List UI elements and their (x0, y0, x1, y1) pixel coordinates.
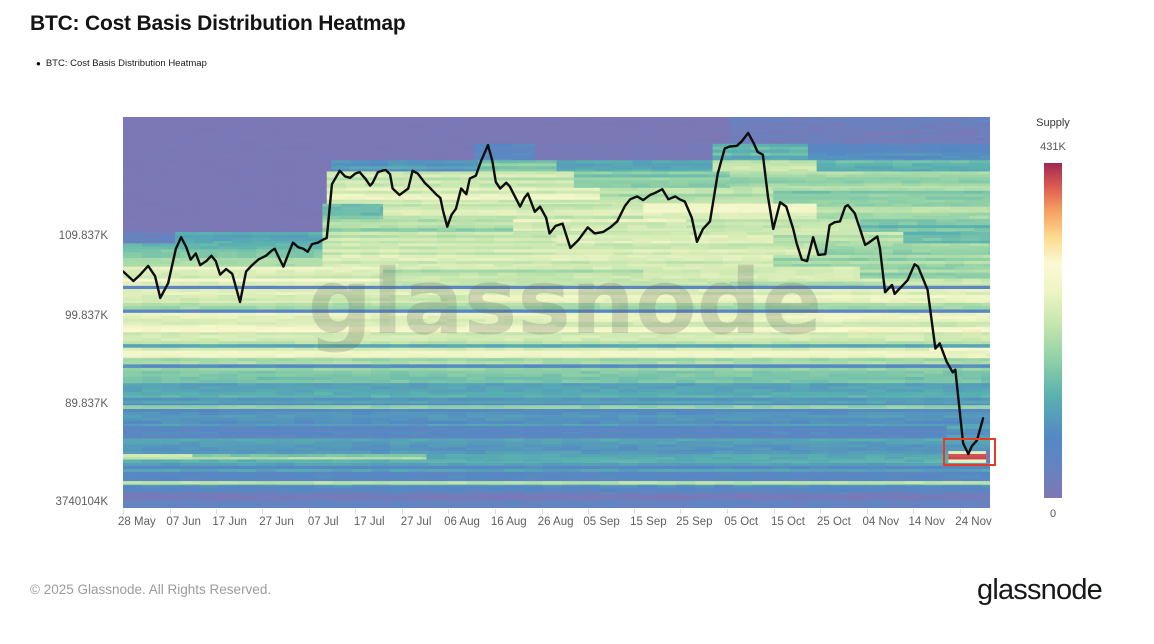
x-axis-tick (773, 509, 775, 514)
highlight-box (943, 438, 996, 466)
x-axis-tick (122, 509, 124, 514)
colorbar-gradient (1044, 163, 1062, 498)
x-axis-label: 24 Nov (955, 516, 992, 528)
x-axis-tick (262, 509, 264, 514)
x-axis-tick (959, 509, 961, 514)
x-axis-label: 05 Oct (724, 516, 759, 528)
x-axis-label: 17 Jul (353, 516, 385, 528)
colorbar-max-label: 431K (1040, 141, 1066, 153)
x-axis-label: 15 Sep (630, 516, 667, 528)
x-axis-tick (634, 509, 636, 514)
x-axis-label: 07 Jul (307, 516, 339, 528)
y-axis-label: 89.837K (65, 397, 108, 410)
x-axis-label: 25 Oct (816, 516, 851, 528)
y-axis-label: 109.837K (58, 229, 108, 242)
x-axis-tick (169, 509, 171, 514)
colorbar-min-label: 0 (1049, 508, 1057, 520)
x-axis-label: 17 Jun (212, 516, 247, 528)
x-axis-label: 07 Jun (166, 516, 201, 528)
x-axis-tick (402, 509, 404, 514)
x-axis-label: 27 Jul (400, 516, 432, 528)
x-axis-tick (912, 509, 914, 514)
x-axis-label: 15 Oct (771, 516, 805, 528)
colorbar-title: Supply (1036, 117, 1070, 129)
x-axis-tick (680, 509, 682, 514)
x-axis-label: 25 Sep (676, 516, 713, 528)
x-axis-tick (541, 509, 543, 514)
page-title: BTC: Cost Basis Distribution Heatmap (30, 12, 406, 35)
legend-item[interactable]: ● BTC: Cost Basis Distribution Heatmap (36, 58, 207, 69)
x-axis-label: 06 Aug (444, 516, 480, 528)
x-axis-label: 05 Sep (583, 516, 620, 528)
heatmap-canvas[interactable] (123, 117, 990, 508)
x-axis-label: 04 Nov (862, 516, 899, 528)
x-axis-tick (866, 509, 868, 514)
copyright-text: © 2025 Glassnode. All Rights Reserved. (30, 582, 272, 597)
legend-item-label: BTC: Cost Basis Distribution Heatmap (45, 58, 207, 69)
x-axis-tick (819, 509, 821, 514)
x-axis-tick (587, 509, 589, 514)
y-axis-label: 3740104K (55, 496, 108, 509)
x-axis-tick (447, 509, 449, 514)
x-axis-label: 28 May (118, 516, 156, 528)
x-axis-label: 14 Nov (908, 516, 945, 528)
y-axis-label: 99.837K (65, 309, 108, 322)
legend-marker-icon: ● (36, 58, 41, 68)
x-axis-tick (309, 509, 311, 514)
x-axis-tick (494, 509, 496, 514)
glassnode-logo: glassnode (976, 574, 1103, 606)
x-axis-tick (215, 509, 217, 514)
chart-area: 109.837K 99.837K 89.837K 3740104K 28 May 07 … (55, 117, 996, 528)
x-axis-label: 16 Aug (490, 516, 527, 528)
x-axis-tick (355, 509, 357, 514)
x-axis-label: 27 Jun (259, 516, 294, 528)
x-axis-tick (727, 509, 729, 514)
x-axis-label: 26 Aug (537, 516, 574, 528)
